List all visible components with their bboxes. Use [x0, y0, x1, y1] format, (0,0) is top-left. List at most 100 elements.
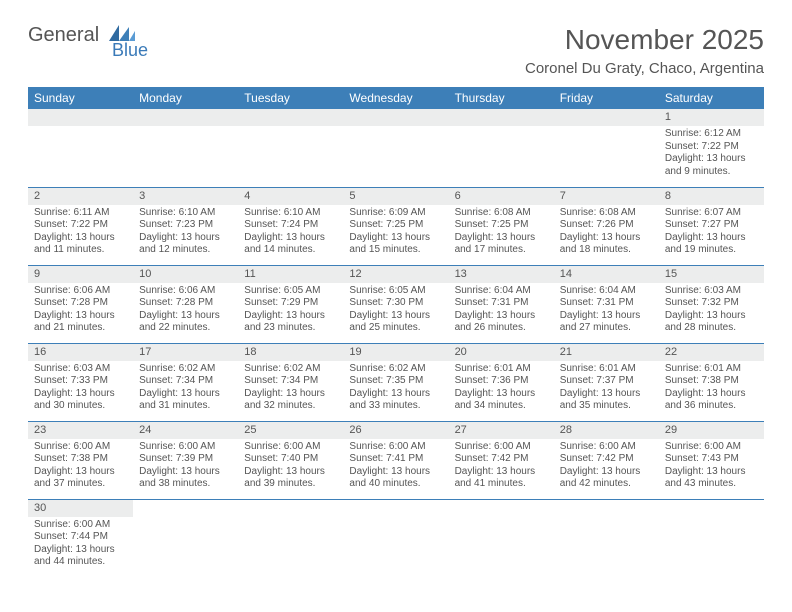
- daylight: Daylight: 13 hours and 44 minutes.: [34, 544, 127, 569]
- day-number: 6: [449, 188, 554, 205]
- sunset: Sunset: 7:42 PM: [560, 453, 653, 466]
- day-details: Sunrise: 6:00 AMSunset: 7:38 PMDaylight:…: [28, 439, 133, 495]
- calendar-cell: 4Sunrise: 6:10 AMSunset: 7:24 PMDaylight…: [238, 187, 343, 265]
- sunset: Sunset: 7:44 PM: [34, 531, 127, 544]
- daylight: Daylight: 13 hours and 30 minutes.: [34, 388, 127, 413]
- day-number: [554, 109, 659, 126]
- calendar-cell: 1Sunrise: 6:12 AMSunset: 7:22 PMDaylight…: [659, 109, 764, 187]
- day-number: 25: [238, 422, 343, 439]
- daylight: Daylight: 13 hours and 18 minutes.: [560, 232, 653, 257]
- day-details: Sunrise: 6:06 AMSunset: 7:28 PMDaylight:…: [28, 283, 133, 339]
- sunrise: Sunrise: 6:09 AM: [349, 207, 442, 220]
- day-number: 16: [28, 344, 133, 361]
- daylight: Daylight: 13 hours and 26 minutes.: [455, 310, 548, 335]
- sunset: Sunset: 7:38 PM: [34, 453, 127, 466]
- day-details: Sunrise: 6:05 AMSunset: 7:29 PMDaylight:…: [238, 283, 343, 339]
- daylight: Daylight: 13 hours and 40 minutes.: [349, 466, 442, 491]
- calendar-cell: 18 Sunrise: 6:02 AMSunset: 7:34 PMDayligh…: [238, 343, 343, 421]
- day-number: 2: [28, 188, 133, 205]
- day-number: 7: [554, 188, 659, 205]
- day-details: Sunrise: 6:00 AMSunset: 7:39 PMDaylight:…: [133, 439, 238, 495]
- calendar-cell: 19Sunrise: 6:02 AMSunset: 7:35 PMDayligh…: [343, 343, 448, 421]
- daylight: Daylight: 13 hours and 37 minutes.: [34, 466, 127, 491]
- day-details: Sunrise: 6:00 AMSunset: 7:42 PMDaylight:…: [554, 439, 659, 495]
- title-block: November 2025 Coronel Du Graty, Chaco, A…: [525, 24, 764, 85]
- day-number: 3: [133, 188, 238, 205]
- calendar-cell: 28Sunrise: 6:00 AMSunset: 7:42 PMDayligh…: [554, 421, 659, 499]
- calendar-cell: 6Sunrise: 6:08 AMSunset: 7:25 PMDaylight…: [449, 187, 554, 265]
- sunset: Sunset: 7:25 PM: [455, 219, 548, 232]
- day-number: 9: [28, 266, 133, 283]
- sunset: Sunset: 7:22 PM: [34, 219, 127, 232]
- calendar-cell: [238, 499, 343, 577]
- sunset: Sunset: 7:42 PM: [455, 453, 548, 466]
- day-number: [449, 500, 554, 517]
- daylight: Daylight: 13 hours and 32 minutes.: [244, 388, 337, 413]
- day-number: 20: [449, 344, 554, 361]
- daylight: Daylight: 13 hours and 35 minutes.: [560, 388, 653, 413]
- daylight: Daylight: 13 hours and 25 minutes.: [349, 310, 442, 335]
- sunset: Sunset: 7:30 PM: [349, 297, 442, 310]
- day-number: 17: [133, 344, 238, 361]
- month-title: November 2025: [525, 24, 764, 56]
- sunset: Sunset: 7:34 PM: [244, 375, 337, 388]
- daylight: Daylight: 13 hours and 17 minutes.: [455, 232, 548, 257]
- day-number: 29: [659, 422, 764, 439]
- calendar-cell: 17Sunrise: 6:02 AMSunset: 7:34 PMDayligh…: [133, 343, 238, 421]
- day-number: 24: [133, 422, 238, 439]
- day-details: Sunrise: 6:00 AMSunset: 7:42 PMDaylight:…: [449, 439, 554, 495]
- sunrise: Sunrise: 6:08 AM: [560, 207, 653, 220]
- day-number: [238, 500, 343, 517]
- day-number: 1: [659, 109, 764, 126]
- calendar-cell: 23Sunrise: 6:00 AMSunset: 7:38 PMDayligh…: [28, 421, 133, 499]
- calendar-row: 30Sunrise: 6:00 AMSunset: 7:44 PMDayligh…: [28, 499, 764, 577]
- calendar-cell: 9Sunrise: 6:06 AMSunset: 7:28 PMDaylight…: [28, 265, 133, 343]
- sunrise: Sunrise: 6:10 AM: [139, 207, 232, 220]
- calendar-row: 2Sunrise: 6:11 AMSunset: 7:22 PMDaylight…: [28, 187, 764, 265]
- calendar-cell: 12Sunrise: 6:05 AMSunset: 7:30 PMDayligh…: [343, 265, 448, 343]
- sunset: Sunset: 7:24 PM: [244, 219, 337, 232]
- calendar-cell: 8Sunrise: 6:07 AMSunset: 7:27 PMDaylight…: [659, 187, 764, 265]
- day-details: Sunrise: 6:01 AMSunset: 7:37 PMDaylight:…: [554, 361, 659, 417]
- calendar-cell: [133, 109, 238, 187]
- day-details: Sunrise: 6:05 AMSunset: 7:30 PMDaylight:…: [343, 283, 448, 339]
- header: General Blue November 2025 Coronel Du Gr…: [28, 24, 764, 85]
- sunset: Sunset: 7:26 PM: [560, 219, 653, 232]
- daylight: Daylight: 13 hours and 22 minutes.: [139, 310, 232, 335]
- daylight: Daylight: 13 hours and 23 minutes.: [244, 310, 337, 335]
- sunrise: Sunrise: 6:04 AM: [455, 285, 548, 298]
- weekday-header: Monday: [133, 87, 238, 109]
- weekday-header: Friday: [554, 87, 659, 109]
- daylight: Daylight: 13 hours and 14 minutes.: [244, 232, 337, 257]
- calendar-cell: [343, 499, 448, 577]
- sunrise: Sunrise: 6:08 AM: [455, 207, 548, 220]
- sunrise: Sunrise: 6:00 AM: [560, 441, 653, 454]
- calendar-cell: [449, 109, 554, 187]
- sunrise: Sunrise: 6:02 AM: [244, 363, 337, 376]
- day-number: [28, 109, 133, 126]
- weekday-header: Sunday: [28, 87, 133, 109]
- calendar-cell: 13Sunrise: 6:04 AMSunset: 7:31 PMDayligh…: [449, 265, 554, 343]
- day-number: 11: [238, 266, 343, 283]
- calendar-cell: 5Sunrise: 6:09 AMSunset: 7:25 PMDaylight…: [343, 187, 448, 265]
- sunset: Sunset: 7:28 PM: [139, 297, 232, 310]
- day-number: 18: [238, 344, 343, 361]
- sunrise: Sunrise: 6:02 AM: [349, 363, 442, 376]
- day-details: Sunrise: 6:04 AMSunset: 7:31 PMDaylight:…: [449, 283, 554, 339]
- sunrise: Sunrise: 6:06 AM: [139, 285, 232, 298]
- calendar-row: 9Sunrise: 6:06 AMSunset: 7:28 PMDaylight…: [28, 265, 764, 343]
- calendar-cell: 21Sunrise: 6:01 AMSunset: 7:37 PMDayligh…: [554, 343, 659, 421]
- weekday-header: Thursday: [449, 87, 554, 109]
- daylight: Daylight: 13 hours and 19 minutes.: [665, 232, 758, 257]
- sunrise: Sunrise: 6:04 AM: [560, 285, 653, 298]
- calendar-cell: 14Sunrise: 6:04 AMSunset: 7:31 PMDayligh…: [554, 265, 659, 343]
- sunset: Sunset: 7:31 PM: [560, 297, 653, 310]
- day-details: Sunrise: 6:10 AMSunset: 7:24 PMDaylight:…: [238, 205, 343, 261]
- sunrise: Sunrise: 6:01 AM: [665, 363, 758, 376]
- daylight: Daylight: 13 hours and 11 minutes.: [34, 232, 127, 257]
- day-details: Sunrise: 6:08 AMSunset: 7:25 PMDaylight:…: [449, 205, 554, 261]
- brand-blue: Blue: [112, 40, 148, 61]
- day-number: [343, 109, 448, 126]
- day-details: Sunrise: 6:03 AMSunset: 7:32 PMDaylight:…: [659, 283, 764, 339]
- calendar-cell: 29Sunrise: 6:00 AMSunset: 7:43 PMDayligh…: [659, 421, 764, 499]
